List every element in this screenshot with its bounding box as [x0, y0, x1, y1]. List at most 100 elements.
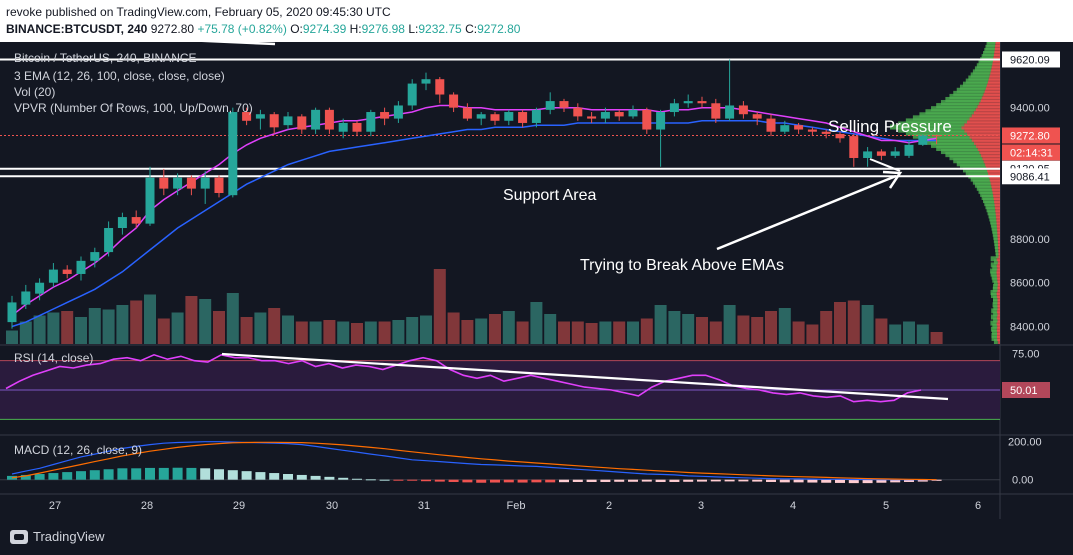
- volume-bar: [613, 322, 625, 345]
- rsi-pane: [0, 355, 1000, 420]
- macd-histogram-bar: [380, 480, 390, 481]
- volume-bar: [558, 322, 570, 345]
- candle-body: [849, 136, 858, 158]
- macd-histogram-bar: [435, 480, 445, 482]
- candle-body: [104, 228, 113, 252]
- macd-histogram-bar: [159, 468, 169, 480]
- candle-body: [215, 178, 224, 193]
- macd-histogram-bar: [752, 480, 762, 482]
- macd-histogram-bar: [117, 468, 127, 479]
- candle-body: [587, 116, 596, 118]
- volume-bar: [544, 314, 556, 344]
- macd-histogram-bar: [104, 469, 114, 479]
- macd-histogram-bar: [600, 480, 610, 482]
- volume-bar: [227, 293, 239, 344]
- symbol-label: BINANCE:BTCUSDT, 240: [6, 22, 147, 36]
- macd-title: MACD (12, 26, close, 9): [14, 443, 142, 457]
- price-tick-label: 8800.00: [1010, 234, 1050, 246]
- macd-histogram-bar: [352, 479, 362, 480]
- time-tick-label: 5: [883, 500, 889, 512]
- volume-bar: [89, 308, 101, 344]
- volume-bar: [268, 308, 280, 344]
- volume-bar: [931, 332, 943, 344]
- candle-body: [284, 116, 293, 125]
- macd-histogram-bar: [35, 474, 45, 480]
- candle-body: [491, 114, 500, 121]
- volume-bar: [282, 316, 294, 345]
- ohlc-line: BINANCE:BTCUSDT, 240 9272.80 +75.78 (+0.…: [6, 22, 520, 36]
- volume-bar: [337, 322, 349, 345]
- macd-histogram-bar: [311, 476, 321, 480]
- annotation-selling-pressure: Selling Pressure: [828, 117, 952, 136]
- volume-bar: [130, 301, 142, 345]
- volume-bar: [296, 322, 308, 345]
- volume-bar: [696, 317, 708, 344]
- volume-bar: [47, 313, 59, 345]
- candle-body: [891, 151, 900, 155]
- candle-body: [615, 112, 624, 116]
- volume-bar: [158, 319, 170, 345]
- candle-body: [435, 79, 444, 94]
- volume-bar: [448, 313, 460, 345]
- macd-histogram-bar: [421, 480, 431, 482]
- chart-canvas[interactable]: Selling Pressure Support Area Trying to Br…: [0, 42, 1073, 519]
- volume-bar: [185, 296, 197, 344]
- volume-bar: [820, 311, 832, 344]
- price-tick-label: 9086.41: [1010, 171, 1050, 183]
- low-value: 9232.75: [418, 22, 461, 36]
- candle-body: [532, 110, 541, 123]
- volume-bar: [34, 316, 46, 345]
- volume-bar: [20, 322, 32, 345]
- open-label: O:: [290, 22, 303, 36]
- macd-histogram-bar: [283, 474, 293, 480]
- tradingview-icon: [10, 530, 28, 544]
- macd-histogram-bar: [863, 480, 873, 483]
- volume-bar: [379, 322, 391, 345]
- volume-bar: [875, 319, 887, 345]
- macd-histogram-bar: [669, 480, 679, 482]
- volume-bar: [889, 325, 901, 345]
- price-tick-label: 9400.00: [1010, 103, 1050, 115]
- candle-body: [325, 110, 334, 130]
- volume-bar: [682, 314, 694, 344]
- volume-bar: [724, 305, 736, 344]
- candle-body: [256, 114, 265, 118]
- open-value: 9274.39: [303, 22, 346, 36]
- candle-body: [477, 114, 486, 118]
- tradingview-logo[interactable]: TradingView: [10, 529, 105, 544]
- annotation-break-emas: Trying to Break Above EMAs: [580, 257, 784, 274]
- macd-histogram-bar: [366, 479, 376, 480]
- macd-histogram-bar: [573, 480, 583, 482]
- macd-histogram-bar: [628, 480, 638, 482]
- macd-histogram-bar: [462, 480, 472, 483]
- volume-bar: [172, 313, 184, 345]
- countdown-label: 02:14:31: [1010, 147, 1053, 159]
- volume-bar: [834, 302, 846, 344]
- volume-bar: [917, 325, 929, 345]
- price-change: +75.78 (+0.82%): [197, 22, 286, 36]
- macd-histogram-bar: [90, 470, 100, 480]
- volume-bar: [655, 305, 667, 344]
- price-tick-label: 8600.00: [1010, 278, 1050, 290]
- indicator-legend: 3 EMA (12, 26, 100, close, close, close): [14, 69, 225, 83]
- macd-histogram-bar: [393, 480, 403, 481]
- macd-histogram-bar: [476, 480, 486, 483]
- footer: TradingView: [0, 519, 1073, 555]
- volume-bar: [517, 322, 529, 345]
- macd-histogram-bar: [145, 468, 155, 480]
- volume-bar: [475, 319, 487, 345]
- candle-body: [63, 270, 72, 274]
- volume-bar: [862, 305, 874, 344]
- rsi-value-label: 50.01: [1010, 385, 1038, 397]
- volume-bar: [461, 320, 473, 344]
- high-label: H:: [350, 22, 362, 36]
- indicator-legend: Vol (20): [14, 85, 55, 99]
- macd-histogram-bar: [766, 480, 776, 482]
- candle-body: [642, 110, 651, 130]
- volume-bar: [213, 311, 225, 344]
- candle-body: [656, 112, 665, 130]
- candle-body: [905, 145, 914, 156]
- volume-bar: [779, 308, 791, 344]
- time-tick-label: 30: [326, 500, 338, 512]
- macd-histogram-bar: [725, 480, 735, 482]
